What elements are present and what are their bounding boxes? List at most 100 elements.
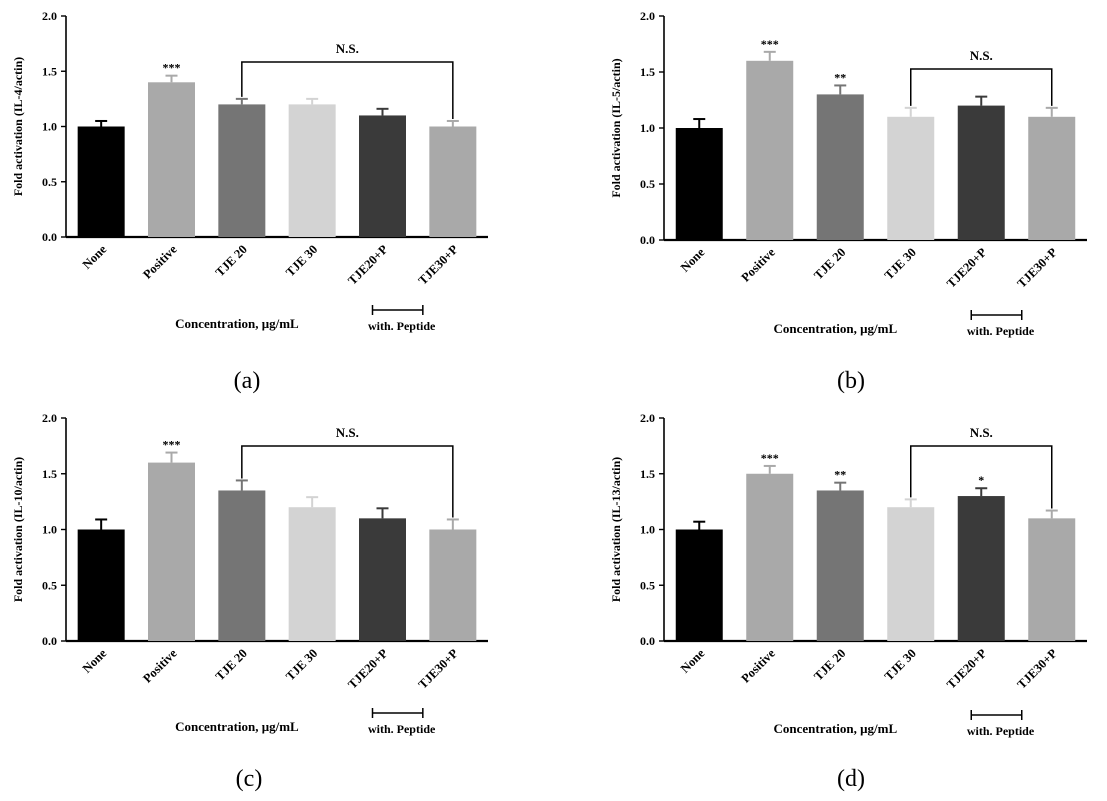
bar: [148, 462, 195, 641]
bar: [359, 518, 406, 641]
x-axis-title: Concentration, μg/mL: [175, 719, 299, 734]
category-label: None: [80, 242, 110, 272]
category-label: TJE 20: [213, 646, 250, 683]
category-label: TJE30+P: [416, 646, 462, 692]
bar: [887, 507, 935, 641]
significance-label: ***: [761, 37, 779, 51]
significance-label: *: [978, 473, 984, 487]
category-label: TJE 20: [811, 646, 848, 683]
bar: [288, 104, 336, 238]
significance-bracket: [241, 61, 454, 119]
group-marker: [970, 310, 1023, 320]
bracket-label: N.S.: [970, 425, 993, 440]
group-label: with. Peptide: [368, 319, 436, 333]
y-tick-label: 0.5: [640, 578, 655, 592]
category-label: Positive: [140, 646, 180, 686]
bar: [288, 507, 336, 641]
category-label: Positive: [739, 646, 779, 686]
y-tick-label: 0.0: [640, 634, 655, 648]
category-label: TJE30+P: [1014, 646, 1060, 692]
bar: [816, 490, 864, 641]
bar: [148, 82, 195, 237]
category-label: TJE20+P: [345, 242, 391, 288]
bar: [675, 529, 723, 641]
bar: [675, 128, 723, 240]
category-label: TJE 20: [811, 245, 848, 282]
bar: [887, 116, 935, 240]
category-label: TJE 30: [283, 242, 320, 279]
category-label: TJE 30: [283, 646, 320, 683]
y-axis-title: Fold activation (IL-5/actin): [609, 58, 623, 197]
category-label: TJE 30: [882, 646, 919, 683]
category-label: TJE20+P: [944, 245, 990, 291]
bar: [746, 60, 794, 240]
x-axis-title: Concentration, μg/mL: [773, 321, 897, 336]
group-label: with. Peptide: [967, 324, 1035, 338]
bracket-label: N.S.: [336, 41, 359, 56]
chart-panel: 0.0 0.5 1.0 1.5 2.0 Fold activation (IL-5/act…: [609, 9, 1087, 394]
bar: [429, 529, 477, 641]
group-label: with. Peptide: [368, 722, 436, 736]
bracket-label: N.S.: [970, 48, 993, 63]
group-marker: [970, 710, 1023, 720]
y-axis-title: Fold activation (IL-10/actin): [11, 457, 25, 602]
group-marker: [371, 305, 424, 315]
y-tick-label: 1.0: [42, 120, 57, 134]
y-tick-label: 1.5: [640, 467, 655, 481]
bar: [429, 126, 477, 237]
significance-label: **: [834, 70, 846, 84]
category-label: TJE20+P: [944, 646, 990, 692]
category-label: TJE30+P: [416, 242, 462, 288]
significance-label: ***: [163, 438, 181, 452]
y-tick-label: 2.0: [640, 9, 655, 23]
y-tick-label: 2.0: [42, 411, 57, 425]
chart-panel: 0.0 0.5 1.0 1.5 2.0 Fold activation (IL-13/ac…: [609, 411, 1087, 792]
chart-panel: 0.0 0.5 1.0 1.5 2.0 Fold activation (IL-4/act…: [11, 9, 488, 394]
y-tick-label: 1.5: [42, 467, 57, 481]
bracket-label: N.S.: [336, 425, 359, 440]
y-tick-label: 0.5: [640, 177, 655, 191]
significance-bracket: [241, 445, 454, 518]
significance-label: **: [834, 468, 846, 482]
y-tick-label: 2.0: [42, 9, 57, 23]
significance-bracket: [910, 445, 1053, 509]
bar: [77, 529, 125, 641]
bar: [746, 473, 794, 641]
y-tick-label: 1.0: [640, 523, 655, 537]
bar: [218, 490, 266, 641]
bar: [218, 104, 266, 238]
bar: [1028, 116, 1076, 240]
significance-bracket: [910, 68, 1053, 106]
y-tick-label: 1.5: [42, 64, 57, 78]
group-label: with. Peptide: [967, 724, 1035, 738]
significance-label: ***: [163, 61, 181, 75]
bar: [957, 496, 1005, 641]
bar: [359, 115, 406, 237]
y-axis-title: Fold activation (IL-13/actin): [609, 457, 623, 602]
panel-label: (d): [837, 766, 865, 792]
category-label: TJE20+P: [345, 646, 391, 692]
group-marker: [371, 708, 424, 718]
significance-label: ***: [761, 451, 779, 465]
y-axis-title: Fold activation (IL-4/actin): [11, 57, 25, 196]
panel-label: (a): [234, 368, 261, 394]
category-label: None: [80, 646, 110, 676]
y-tick-label: 1.0: [42, 523, 57, 537]
y-tick-label: 0.5: [42, 175, 57, 189]
y-tick-label: 0.5: [42, 578, 57, 592]
category-label: TJE 30: [882, 245, 919, 282]
y-tick-label: 2.0: [640, 411, 655, 425]
y-tick-label: 0.0: [42, 230, 57, 244]
bar: [1028, 518, 1076, 641]
panel-label: (c): [236, 766, 263, 792]
y-tick-label: 1.5: [640, 65, 655, 79]
category-label: TJE30+P: [1014, 245, 1060, 291]
category-label: Positive: [140, 242, 180, 282]
category-label: None: [678, 646, 708, 676]
y-tick-label: 0.0: [640, 233, 655, 247]
y-tick-label: 0.0: [42, 634, 57, 648]
chart-panel: 0.0 0.5 1.0 1.5 2.0 Fold activation (IL-10/ac…: [11, 411, 488, 792]
x-axis-title: Concentration, μg/mL: [175, 316, 299, 331]
category-label: Positive: [739, 245, 779, 285]
bar: [957, 105, 1005, 240]
